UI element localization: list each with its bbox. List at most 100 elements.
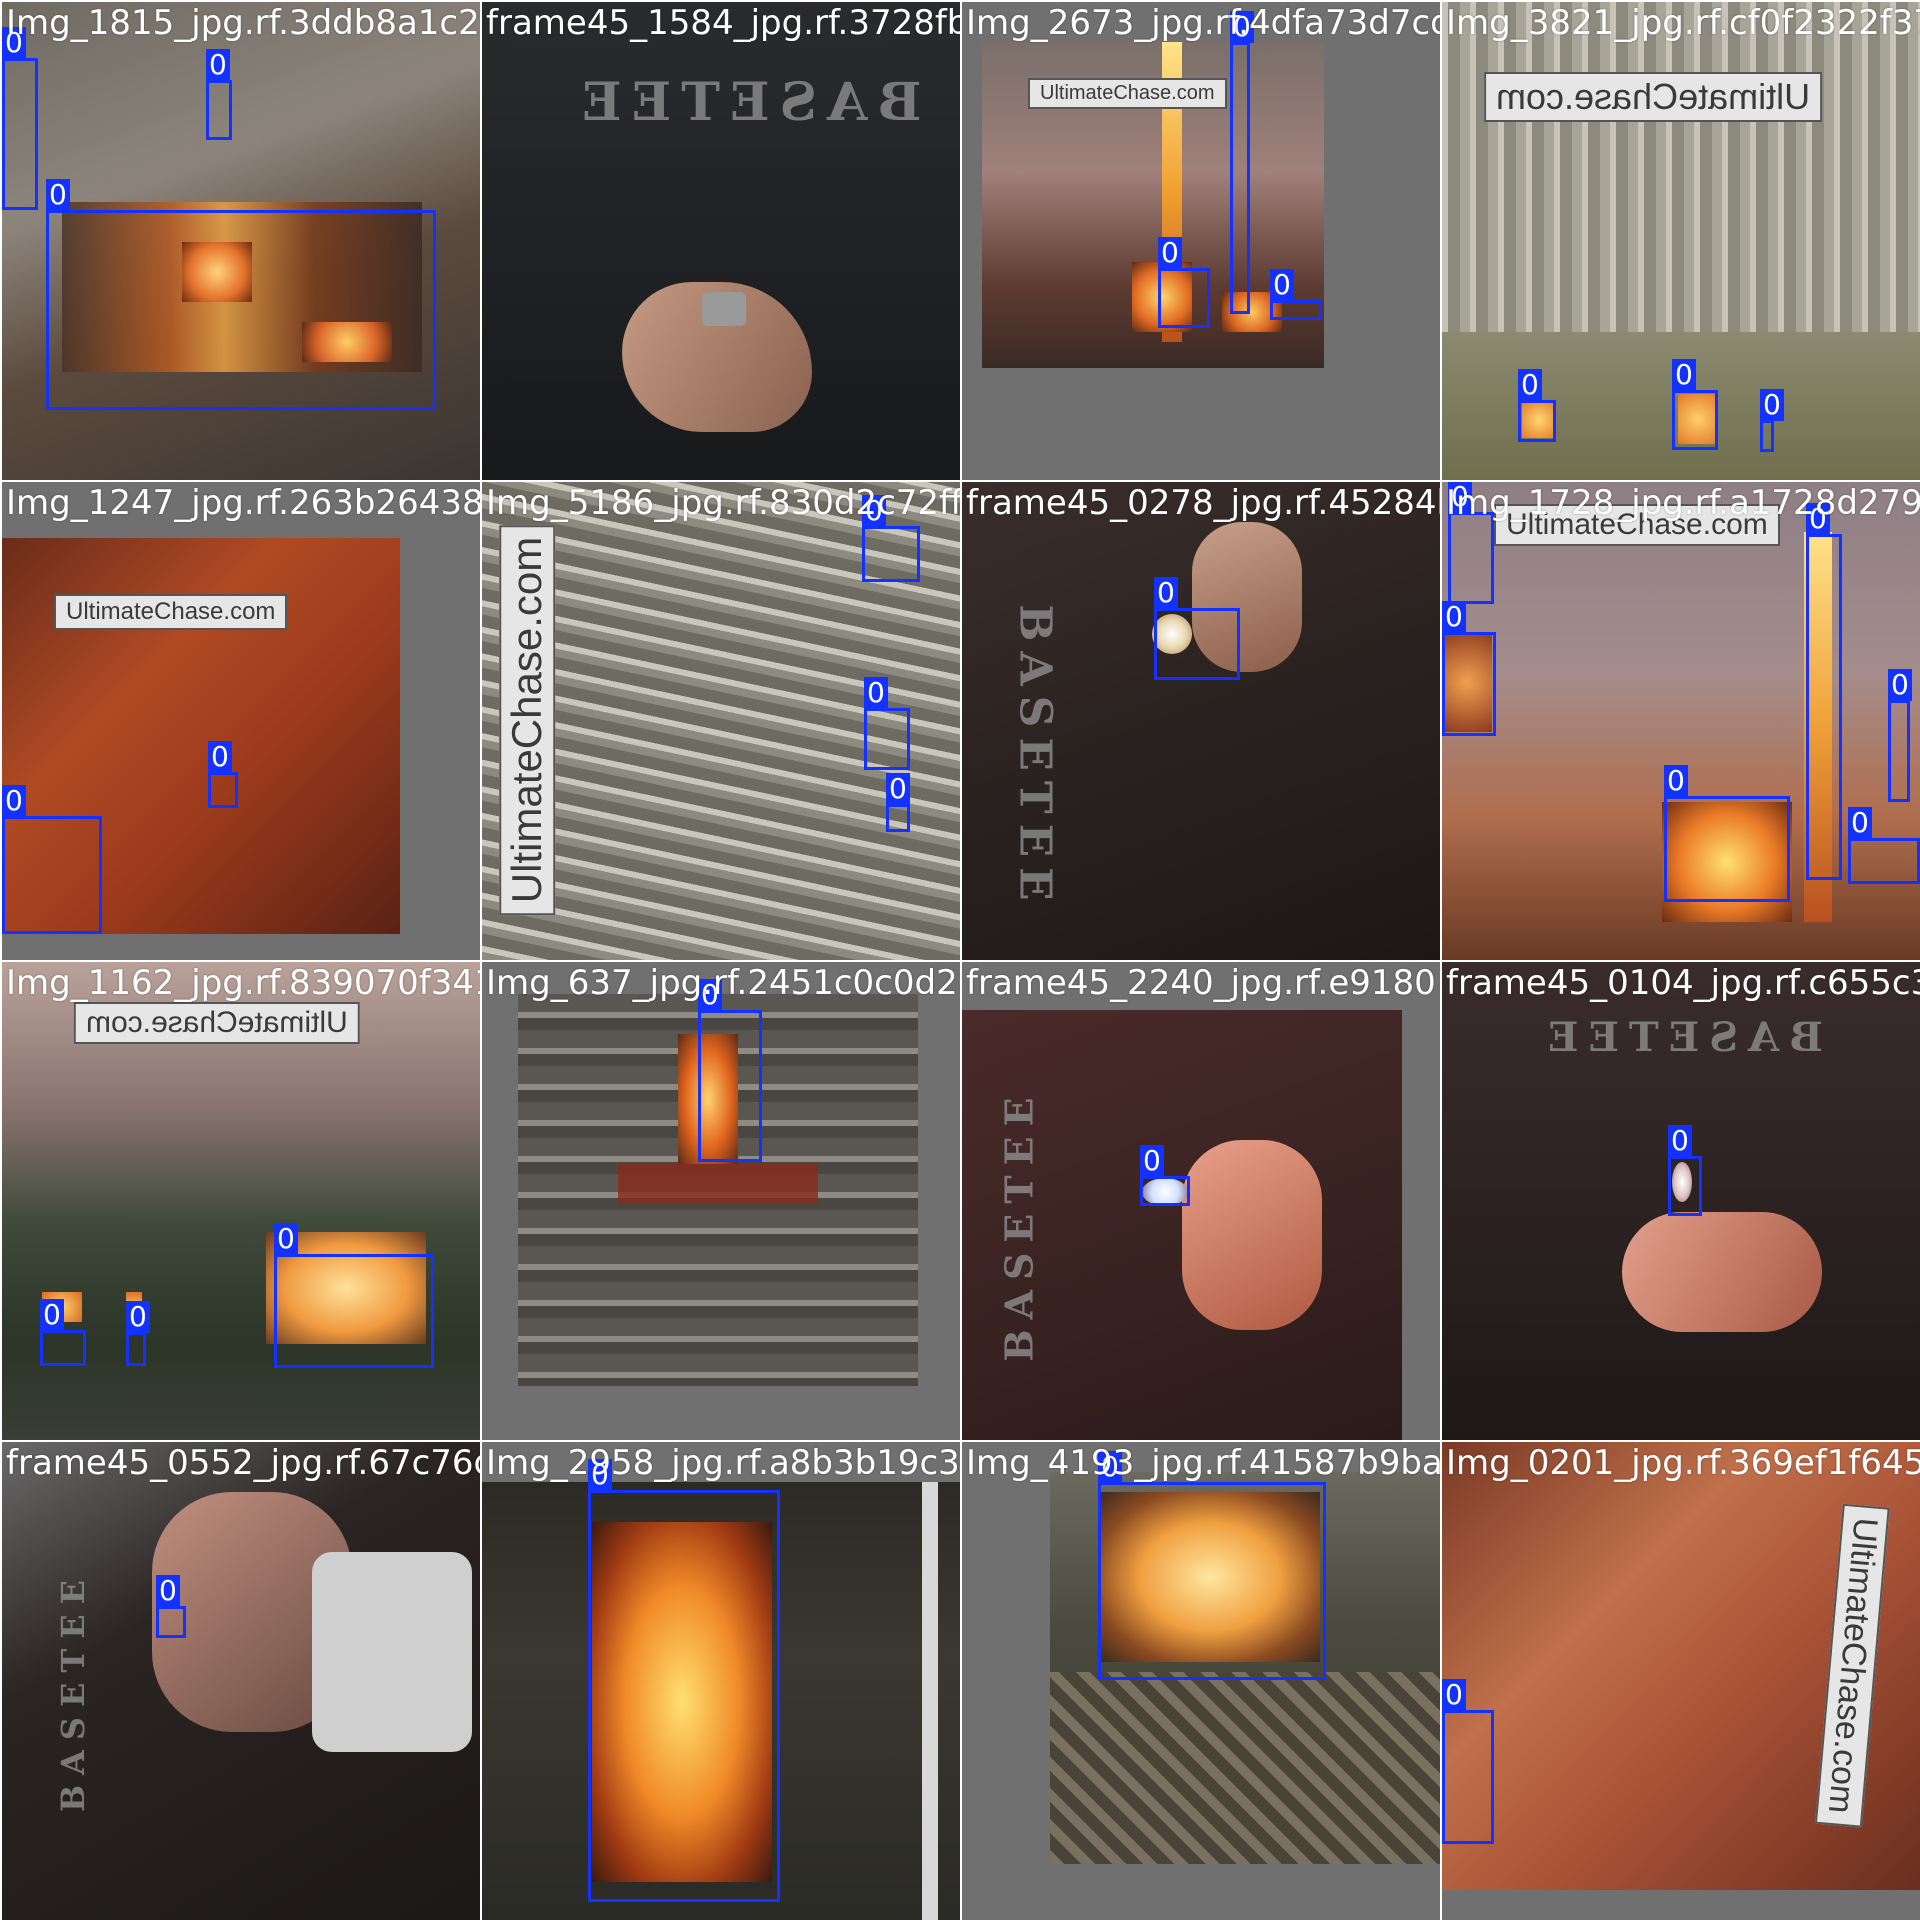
tile-10: Img_637_jpg.rf.2451c0c0d210 0 <box>482 962 960 1440</box>
detection-box: 0 <box>1448 482 1494 604</box>
detection-label: 0 <box>1848 807 1872 839</box>
tile-photo <box>962 482 1440 960</box>
detection-box: 0 <box>1760 389 1784 452</box>
tile-title: Img_3821_jpg.rf.cf0f2322f37 <box>1446 3 1920 43</box>
detection-box: 0 <box>1154 577 1240 680</box>
detection-box: 0 <box>862 495 920 582</box>
tile-title: Img_1162_jpg.rf.839070f341 <box>6 963 480 1003</box>
tile-photo <box>1442 962 1920 1440</box>
shirt-text: BASETEE <box>53 1570 92 1812</box>
detection-box: 0 <box>1158 237 1210 328</box>
detection-box: 0 <box>1270 269 1322 320</box>
detection-box: 0 <box>40 1299 86 1366</box>
tile-12: BASETEE frame45_0104_jpg.rf.c655c3 0 <box>1442 962 1920 1440</box>
detection-label: 0 <box>886 773 910 805</box>
tile-photo <box>518 994 918 1386</box>
detection-box: 0 <box>46 179 436 410</box>
tile-title: Img_0201_jpg.rf.369ef1f645 <box>1446 1443 1920 1483</box>
detection-label: 0 <box>1154 577 1178 609</box>
detection-label: 0 <box>1806 503 1830 535</box>
tile-photo <box>482 2 960 480</box>
detection-box: 0 <box>156 1575 186 1638</box>
detection-box: 0 <box>208 741 238 808</box>
tile-5: UltimateChase.com Img_1247_jpg.rf.263b26… <box>2 482 480 960</box>
tile-title: frame45_2240_jpg.rf.e9180 <box>966 963 1436 1003</box>
tile-title: frame45_1584_jpg.rf.3728fb79 <box>486 3 960 43</box>
tile-title: Img_637_jpg.rf.2451c0c0d210 <box>486 963 960 1003</box>
detection-box: 0 <box>1442 601 1496 736</box>
detection-box: 0 <box>1442 1679 1494 1844</box>
detection-box: 0 <box>886 773 910 832</box>
tile-title: frame45_0278_jpg.rf.45284b <box>966 483 1440 523</box>
tile-3: UltimateChase.com Img_2673_jpg.rf.4dfa73… <box>962 2 1440 480</box>
detection-label: 0 <box>1158 237 1182 269</box>
shirt-text: BASETEE <box>572 72 922 133</box>
watermark-text: UltimateChase.com <box>1494 504 1780 546</box>
tile-2: BASETEE frame45_1584_jpg.rf.3728fb79 <box>482 2 960 480</box>
watermark-text: UltimateChase.com <box>1484 72 1823 122</box>
detection-box: 0 <box>206 49 232 140</box>
detection-box: 0 <box>1848 807 1920 884</box>
detection-box: 0 <box>2 785 102 934</box>
detection-label: 0 <box>864 677 888 709</box>
tile-9: UltimateChase.com Img_1162_jpg.rf.839070… <box>2 962 480 1440</box>
detection-box: 0 <box>274 1223 434 1368</box>
tile-7: BASETEE frame45_0278_jpg.rf.45284b 0 <box>962 482 1440 960</box>
detection-box: 0 <box>1888 669 1912 802</box>
tile-photo <box>482 482 960 960</box>
watermark-text: UltimateChase.com <box>499 524 556 916</box>
tile-13: BASETEE frame45_0552_jpg.rf.67c76da6af2d… <box>2 1442 480 1920</box>
detection-label: 0 <box>126 1301 150 1333</box>
tile-title: Img_2958_jpg.rf.a8b3b19c31 <box>486 1443 960 1483</box>
detection-label: 0 <box>1442 601 1466 633</box>
detection-label: 0 <box>1888 669 1912 701</box>
shirt-text: BASETEE <box>996 1087 1042 1362</box>
detection-label: 0 <box>1230 11 1254 43</box>
tile-title: Img_1815_jpg.rf.3ddb8a1c2ffd51665_1584_j… <box>6 3 480 43</box>
detection-box: 0 <box>1668 1125 1702 1216</box>
tile-15: Img_4193_jpg.rf.41587b9babce45 0 <box>962 1442 1440 1920</box>
detection-label: 0 <box>1270 269 1294 301</box>
tile-title: Img_1728_jpg.rf.a1728d2794 <box>1446 483 1920 523</box>
detection-label: 0 <box>1098 1451 1122 1483</box>
tile-photo <box>1050 1472 1440 1864</box>
shirt-text: BASETEE <box>1538 1014 1823 1061</box>
detection-box: 0 <box>1518 369 1556 442</box>
detection-label: 0 <box>274 1223 298 1255</box>
tile-title: Img_2673_jpg.rf.4dfa73d7cd <box>966 3 1440 43</box>
detection-label: 0 <box>46 179 70 211</box>
tile-title: frame45_0104_jpg.rf.c655c3 <box>1446 963 1920 1003</box>
tile-11: BASETEE frame45_2240_jpg.rf.e9180 0 <box>962 962 1440 1440</box>
tile-photo <box>962 1010 1402 1440</box>
detection-label: 0 <box>2 785 26 817</box>
detection-box: 0 <box>1230 11 1254 314</box>
detection-label: 0 <box>862 495 886 527</box>
detection-label: 0 <box>1668 1125 1692 1157</box>
tile-title: Img_5186_jpg.rf.830d2c72ff5 <box>486 483 960 523</box>
tile-photo <box>482 1482 960 1920</box>
tile-photo <box>2 1442 480 1920</box>
watermark-text: UltimateChase.com <box>54 594 288 630</box>
detection-label: 0 <box>698 979 722 1011</box>
detection-label: 0 <box>1448 482 1472 513</box>
tile-6: UltimateChase.com Img_5186_jpg.rf.830d2c… <box>482 482 960 960</box>
shirt-text: BASETEE <box>1009 604 1061 911</box>
watermark-text: UltimateChase.com <box>1028 78 1227 109</box>
detection-box: 0 <box>864 677 910 770</box>
detection-label: 0 <box>588 1459 612 1491</box>
detection-box: 0 <box>1806 503 1842 880</box>
detection-label: 0 <box>1672 359 1696 391</box>
detection-box: 0 <box>1140 1145 1190 1206</box>
detection-label: 0 <box>40 1299 64 1331</box>
detection-label: 0 <box>1760 389 1784 421</box>
tile-photo <box>2 2 480 480</box>
tile-title: Img_4193_jpg.rf.41587b9babce45 <box>966 1443 1440 1483</box>
detection-label: 0 <box>156 1575 180 1607</box>
detection-box: 0 <box>1664 765 1790 902</box>
tile-title: Img_1247_jpg.rf.263b2643860 <box>6 483 480 523</box>
detection-box: 0 <box>2 27 38 210</box>
detection-box: 0 <box>1098 1451 1326 1680</box>
detection-label: 0 <box>2 27 26 59</box>
detection-box: 0 <box>698 979 762 1162</box>
